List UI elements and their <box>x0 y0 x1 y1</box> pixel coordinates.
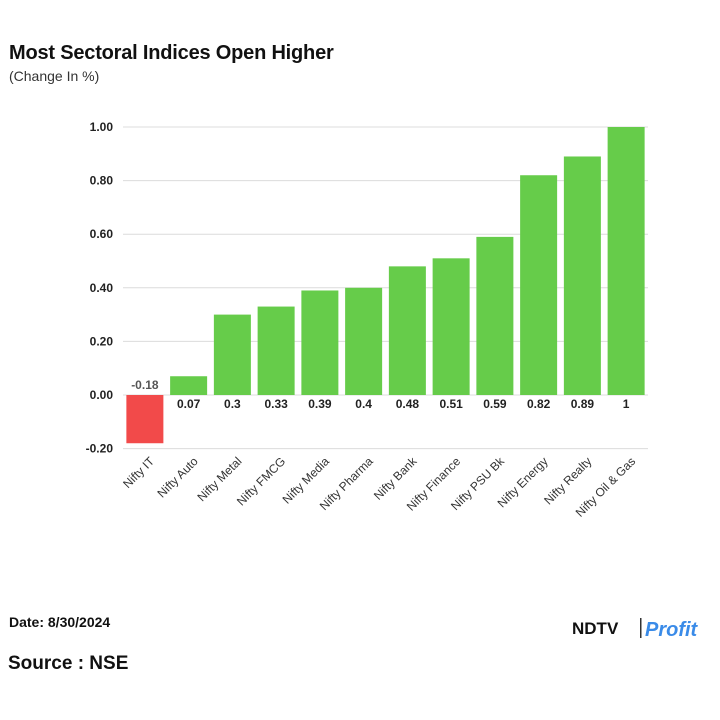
y-tick-label: 0.60 <box>90 227 114 241</box>
y-tick-label: 0.80 <box>90 174 114 188</box>
y-axis-ticks: 1.00 0.80 0.60 0.40 0.20 0.00 -0.20 <box>86 120 114 456</box>
bar-chart: 1.00 0.80 0.60 0.40 0.20 0.00 -0.20 -0.18 0.07 0… <box>86 120 648 520</box>
y-tick-label: 0.40 <box>90 281 114 295</box>
ndtv-profit-logo: NDTV Profit <box>572 618 699 641</box>
data-label: 0.33 <box>264 397 288 411</box>
y-tick-label: 0.20 <box>90 334 114 348</box>
bar <box>563 156 601 395</box>
y-tick-label: 1.00 <box>90 120 114 134</box>
data-label: 0.3 <box>224 397 241 411</box>
logo-text-ndtv: NDTV <box>572 619 619 638</box>
data-label: 0.07 <box>177 397 201 411</box>
bar <box>432 258 470 395</box>
data-label: 0.39 <box>308 397 332 411</box>
bar <box>257 306 295 395</box>
y-tick-label: 0.00 <box>90 388 114 402</box>
chart-subtitle: (Change In %) <box>9 68 100 84</box>
data-label: 0.89 <box>571 397 595 411</box>
grid-lines <box>123 126 648 450</box>
bars <box>126 127 645 444</box>
bar <box>607 127 645 395</box>
bar <box>476 236 514 395</box>
source-label: Source : NSE <box>8 653 129 674</box>
bar <box>126 395 164 444</box>
data-label: 0.48 <box>396 397 420 411</box>
data-label: 0.51 <box>439 397 463 411</box>
logo-divider <box>640 618 642 638</box>
data-label: 0.4 <box>355 397 372 411</box>
bar <box>520 175 558 395</box>
chart-title: Most Sectoral Indices Open Higher <box>9 42 334 64</box>
date-label: Date: 8/30/2024 <box>9 614 111 630</box>
bar <box>345 287 383 395</box>
data-label: 0.59 <box>483 397 507 411</box>
data-labels: -0.18 0.07 0.3 0.33 0.39 0.4 0.48 0.51 0.59 0.82 0… <box>131 378 630 411</box>
bar <box>301 290 339 395</box>
data-label: -0.18 <box>131 378 159 392</box>
logo-text-profit: Profit <box>645 619 699 641</box>
y-tick-label: -0.20 <box>86 442 114 456</box>
bar <box>388 266 426 395</box>
data-label: 1 <box>623 397 630 411</box>
bar <box>170 376 208 395</box>
data-label: 0.82 <box>527 397 551 411</box>
bar <box>213 314 251 395</box>
x-tick-label: Nifty IT <box>120 454 157 491</box>
